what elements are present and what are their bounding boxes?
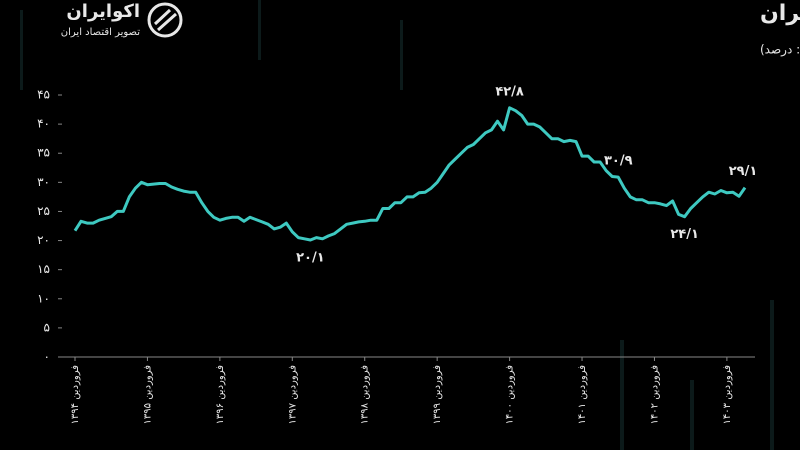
chart-title: نرخ رشد نقدینگی در اقتصاد ایران bbox=[760, 0, 800, 26]
x-tick-label: فروردین ۱۳۹۸ bbox=[360, 365, 371, 425]
data-label: ۴۲/۸ bbox=[495, 84, 524, 99]
y-tick-label: ۱۰ bbox=[37, 291, 50, 305]
y-tick-label: ۰ bbox=[44, 350, 50, 364]
y-tick-label: ۴۰ bbox=[37, 117, 50, 131]
logo-name: اکوایران bbox=[66, 1, 140, 22]
x-tick-label: فروردین ۱۳۹۷ bbox=[287, 365, 298, 425]
x-tick-label: فروردین ۱۳۹۵ bbox=[142, 365, 153, 425]
logo-tagline: تصویر اقتصاد ایران bbox=[61, 27, 140, 38]
x-tick-label: فروردین ۱۳۹۶ bbox=[215, 365, 226, 425]
logo-icon bbox=[147, 2, 183, 38]
y-tick-label: ۱۵ bbox=[37, 262, 50, 276]
y-tick-label: ۳۵ bbox=[37, 146, 50, 160]
y-tick-label: ۳۰ bbox=[37, 175, 50, 189]
y-tick-label: ۴۵ bbox=[37, 88, 50, 102]
data-label: ۲۴/۱ bbox=[670, 227, 699, 242]
x-tick-label: فروردین ۱۳۹۴ bbox=[70, 365, 81, 425]
background-decoration bbox=[20, 0, 774, 450]
x-tick-label: فروردین ۱۳۹۹ bbox=[432, 365, 443, 425]
x-tick-label: فروردین ۱۴۰۲ bbox=[649, 365, 660, 425]
x-tick-label: فروردین ۱۴۰۱ bbox=[577, 365, 588, 425]
x-tick-label: فروردین ۱۴۰۰ bbox=[505, 365, 516, 425]
data-label: ۲۹/۱ bbox=[729, 164, 758, 179]
line bbox=[73, 106, 747, 242]
y-tick-label: ۲۵ bbox=[37, 204, 50, 218]
x-tick-label: فروردین ۱۴۰۳ bbox=[722, 365, 733, 425]
data-label: ۳۰/۹ bbox=[604, 154, 633, 169]
logo: اکوایران تصویر اقتصاد ایران bbox=[61, 1, 183, 38]
y-tick-label: ۵ bbox=[44, 320, 50, 334]
chart-subtitle: (واحد: درصد) bbox=[760, 43, 800, 58]
logo-icon-stripes bbox=[153, 8, 177, 32]
y-tick-label: ۲۰ bbox=[37, 233, 50, 247]
data-label: ۲۰/۱ bbox=[296, 250, 325, 265]
